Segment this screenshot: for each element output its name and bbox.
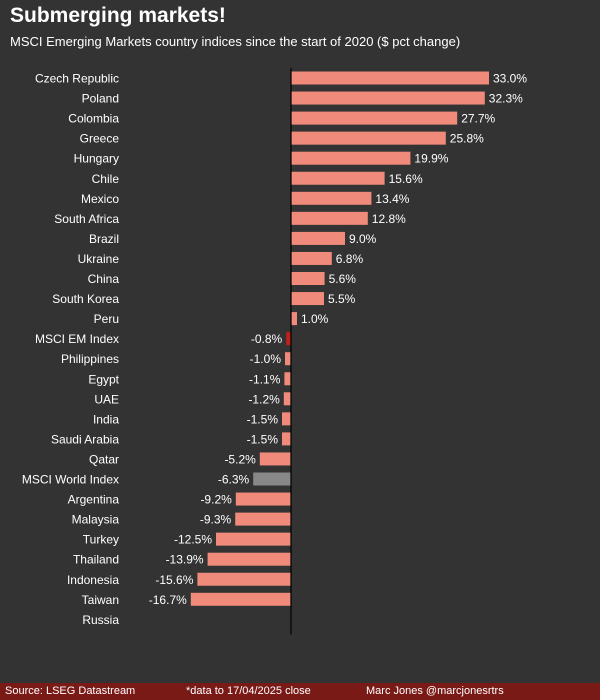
bar: [284, 372, 291, 386]
bar: [291, 272, 325, 285]
bar: [291, 292, 324, 306]
category-label: Colombia: [68, 112, 119, 126]
bar: [291, 111, 458, 125]
chart-title: Submerging markets!: [10, 4, 226, 27]
data-label: -6.3%: [218, 473, 250, 487]
category-label: Brazil: [89, 232, 119, 246]
data-label: 9.0%: [349, 232, 377, 246]
bar: [291, 191, 372, 205]
bar: [235, 492, 291, 506]
bar: [235, 512, 291, 526]
data-label: 12.8%: [372, 212, 406, 226]
bar: [190, 592, 291, 606]
data-label: -1.2%: [248, 392, 280, 406]
category-label: Taiwan: [82, 593, 119, 607]
bar: [285, 352, 291, 366]
bar: [286, 332, 291, 346]
category-label: Poland: [82, 92, 119, 106]
data-label: 5.5%: [328, 292, 356, 306]
data-label: 25.8%: [450, 132, 484, 146]
data-label: 13.4%: [375, 192, 409, 206]
bar: [291, 312, 297, 326]
bar: [291, 171, 385, 185]
data-label: 32.3%: [489, 92, 523, 106]
footer-source: Source: LSEG Datastream: [5, 685, 136, 697]
bar: [291, 71, 489, 85]
data-label: 1.0%: [301, 312, 329, 326]
bar: [259, 452, 291, 466]
data-label: -0.8%: [251, 332, 283, 346]
footer-note: *data to 17/04/2025 close: [186, 685, 311, 697]
footer: Source: LSEG Datastream *data to 17/04/2…: [0, 683, 600, 700]
category-label: Indonesia: [67, 573, 119, 587]
data-label: -1.1%: [249, 372, 281, 386]
category-label: Hungary: [74, 152, 119, 166]
bar: [291, 151, 411, 165]
bar: [282, 432, 291, 446]
chart-subtitle: MSCI Emerging Markets country indices si…: [10, 34, 461, 49]
bar: [291, 131, 446, 145]
bar: [291, 91, 485, 105]
bar: [207, 552, 291, 566]
category-label: Mexico: [81, 192, 119, 206]
data-label: -1.5%: [247, 412, 279, 426]
category-label: Greece: [80, 132, 120, 146]
data-label: 15.6%: [389, 172, 423, 186]
data-label: -5.2%: [224, 452, 256, 466]
data-label: -9.2%: [200, 493, 232, 507]
category-label: Russia: [82, 613, 119, 627]
category-label: Philippines: [61, 352, 119, 366]
category-label: Ukraine: [78, 252, 120, 266]
data-label: -13.9%: [166, 553, 204, 567]
category-label: South Africa: [54, 212, 119, 226]
bar-chart: Czech Republic 33.0% Poland 32.3% Colombia 27…: [22, 68, 527, 635]
bar: [291, 211, 368, 225]
footer-author: Marc Jones @marcjonesrtrs: [366, 685, 504, 697]
category-label: South Korea: [52, 292, 119, 306]
data-label: -1.0%: [250, 352, 282, 366]
data-label: -16.7%: [149, 593, 187, 607]
category-label: China: [88, 272, 120, 286]
data-label: -12.5%: [174, 533, 212, 547]
category-label: MSCI EM Index: [35, 332, 119, 346]
category-label: Argentina: [68, 493, 120, 507]
category-label: Turkey: [83, 533, 119, 547]
data-label: 33.0%: [493, 72, 527, 86]
category-label: India: [93, 412, 119, 426]
category-label: MSCI World Index: [22, 473, 119, 487]
category-label: Egypt: [88, 372, 119, 386]
data-label: 27.7%: [461, 112, 495, 126]
data-label: -1.5%: [247, 432, 279, 446]
category-label: Czech Republic: [35, 72, 119, 86]
category-label: UAE: [94, 392, 119, 406]
data-label: 5.6%: [329, 272, 357, 286]
data-label: 6.8%: [336, 252, 364, 266]
data-label: -9.3%: [200, 513, 232, 527]
category-label: Thailand: [73, 553, 119, 567]
bar: [216, 532, 291, 546]
bar: [291, 251, 332, 265]
category-label: Saudi Arabia: [51, 432, 119, 446]
bar: [282, 412, 291, 426]
category-label: Chile: [92, 172, 120, 186]
data-label: 19.9%: [414, 152, 448, 166]
category-label: Malaysia: [72, 513, 120, 527]
category-label: Peru: [94, 312, 119, 326]
bar: [291, 231, 345, 245]
bar: [197, 572, 291, 586]
category-label: Qatar: [89, 452, 119, 466]
bar: [253, 472, 291, 486]
data-label: -15.6%: [155, 573, 193, 587]
bar: [283, 392, 291, 406]
